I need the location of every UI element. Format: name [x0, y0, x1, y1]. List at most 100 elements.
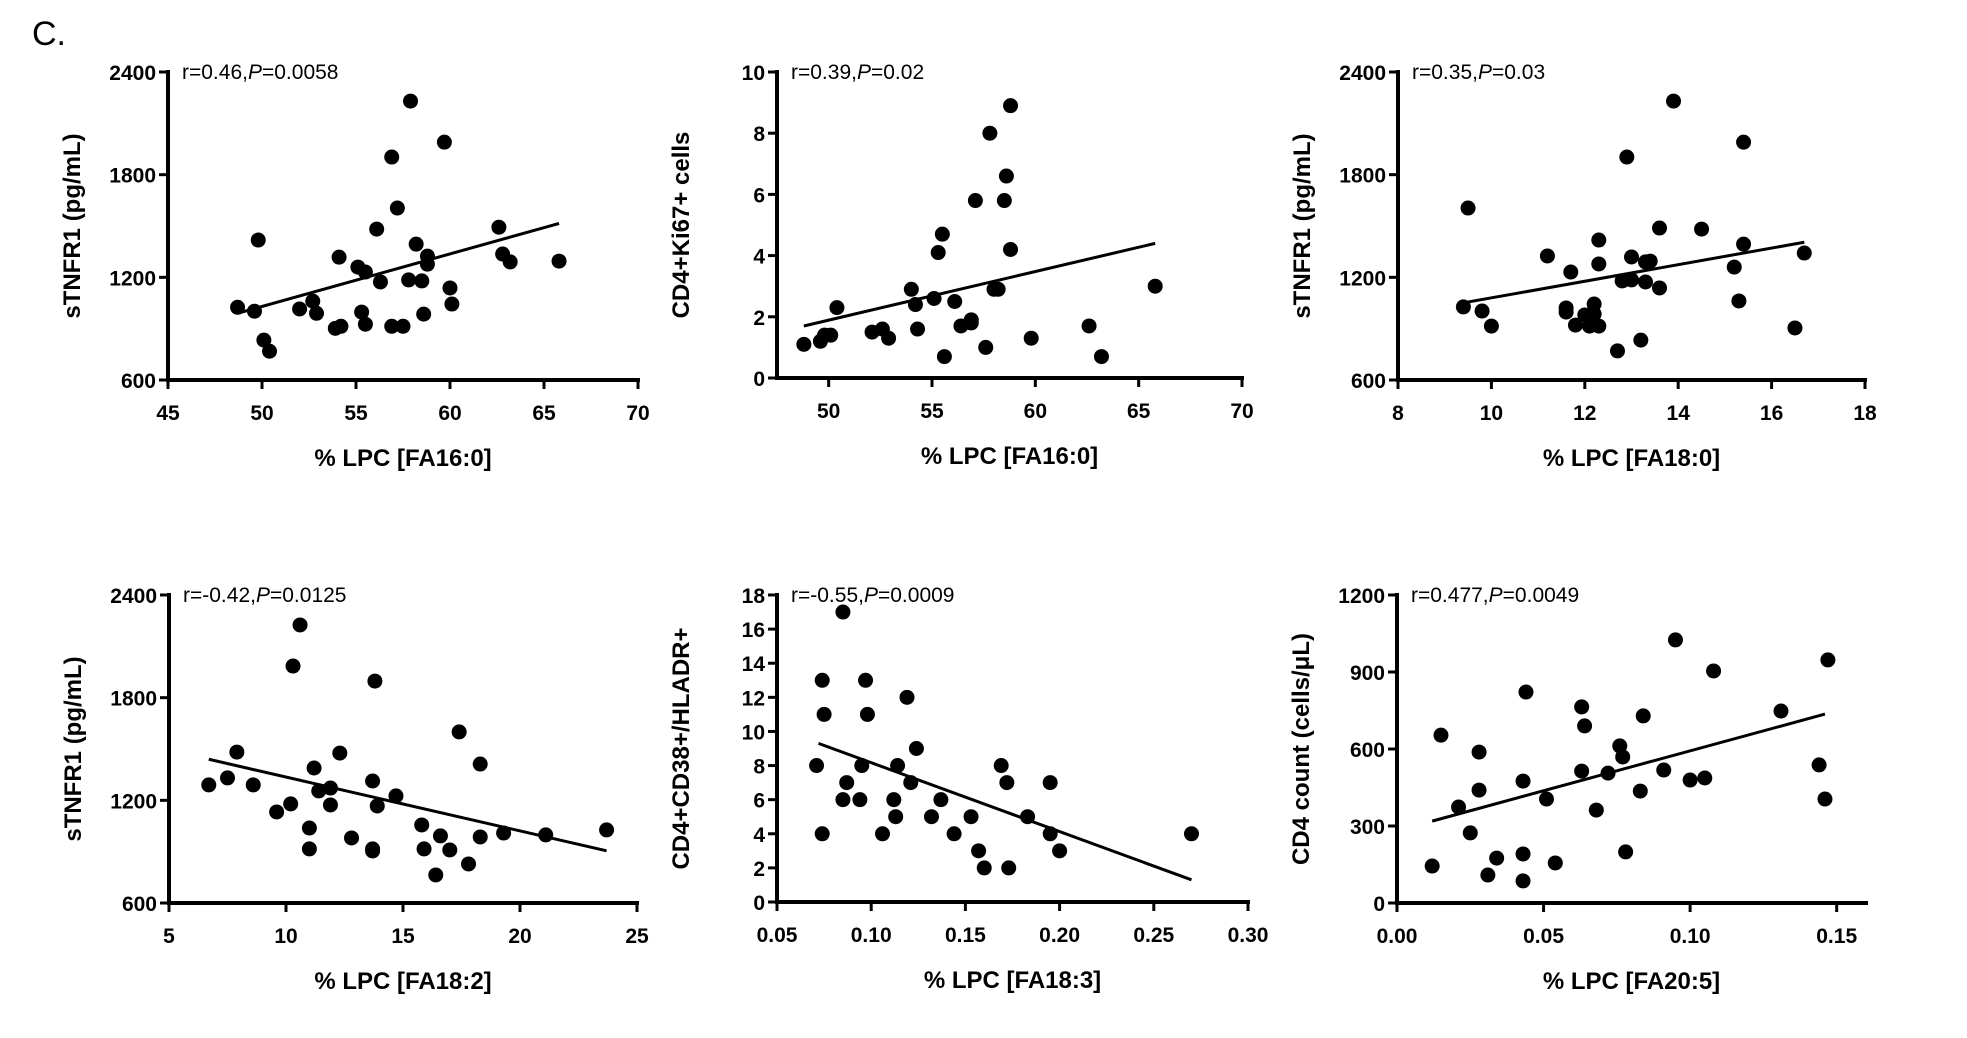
- data-point: [1003, 241, 1019, 257]
- data-point: [301, 841, 317, 857]
- x-tick-label: 50: [817, 400, 840, 423]
- data-point: [1052, 843, 1068, 859]
- r-value: r=0.46,: [182, 61, 248, 84]
- data-point: [1635, 708, 1651, 724]
- data-point: [416, 841, 432, 857]
- data-point: [332, 745, 348, 761]
- data-point: [1462, 825, 1478, 841]
- y-axis-title: sTNFR1 (pg/mL): [60, 656, 87, 841]
- data-point: [1455, 299, 1471, 315]
- data-point: [436, 134, 452, 150]
- data-point: [538, 827, 554, 843]
- regression-line: [817, 741, 1192, 882]
- x-tick-label: 0.10: [1670, 925, 1711, 948]
- data-point: [1652, 220, 1668, 236]
- data-point: [1042, 775, 1058, 791]
- regression-line: [1463, 240, 1805, 305]
- data-point: [365, 841, 381, 857]
- x-tick-label: 60: [438, 402, 461, 425]
- data-point: [1619, 149, 1635, 165]
- p-symbol: P: [857, 61, 871, 84]
- data-point: [993, 758, 1009, 774]
- scatter-panel-4: 600 1200 1800 2400 5 10 15 20 25 % LPC [FA18:2] sT…: [60, 584, 649, 995]
- x-axis-title: % LPC [FA20:5]: [1543, 968, 1720, 995]
- data-point: [1731, 293, 1747, 309]
- data-point: [835, 792, 851, 808]
- data-point: [1023, 330, 1039, 346]
- y-tick-label: 1200: [110, 790, 157, 813]
- data-point: [401, 272, 417, 288]
- x-axis-title: % LPC [FA16:0]: [314, 445, 491, 472]
- data-point: [1539, 248, 1555, 264]
- y-tick-label: 300: [1350, 816, 1385, 839]
- data-point: [1093, 349, 1109, 365]
- data-point: [1001, 860, 1017, 876]
- y-tick-label: 1800: [109, 165, 156, 188]
- data-point: [1081, 318, 1097, 334]
- y-tick-label: 16: [742, 619, 765, 642]
- scatter-panel-5: 0 2 4 6 8 10 12 14 16 18 0.05 0.10 0.15 0.20 0.25 0.30%…: [668, 584, 1268, 994]
- x-tick-label: 5: [163, 925, 175, 948]
- y-axis-title: CD4 count (cells/μL): [1288, 633, 1315, 865]
- p-symbol: P: [864, 584, 878, 607]
- data-point: [403, 93, 419, 109]
- data-point: [1817, 791, 1833, 807]
- data-point: [311, 783, 327, 799]
- y-axis-title: CD4+Ki67+ cells: [668, 132, 695, 319]
- data-point: [322, 797, 338, 813]
- data-point: [472, 829, 488, 845]
- data-point: [322, 780, 338, 796]
- y-tick-label: 6: [753, 184, 765, 207]
- p-symbol: P: [256, 584, 270, 607]
- p-symbol: P: [1478, 61, 1492, 84]
- data-point: [1736, 236, 1752, 252]
- data-point: [229, 744, 245, 760]
- x-tick-label: 16: [1760, 402, 1783, 425]
- data-point: [816, 706, 832, 722]
- data-point: [414, 817, 430, 833]
- data-point: [292, 301, 308, 317]
- y-tick-label: 6: [753, 790, 765, 813]
- x-tick-label: 0.15: [945, 924, 986, 947]
- x-tick-label: 60: [1024, 400, 1047, 423]
- x-tick-label: 65: [1127, 400, 1151, 423]
- p-value: =0.0009: [878, 584, 955, 607]
- y-tick-label: 1800: [1339, 165, 1386, 188]
- data-point: [1020, 809, 1036, 825]
- x-tick-label: 15: [391, 925, 415, 948]
- data-point: [250, 232, 266, 248]
- x-tick-label: 0.00: [1377, 925, 1418, 948]
- data-point: [1642, 253, 1658, 269]
- data-point: [331, 249, 347, 265]
- data-point: [472, 756, 488, 772]
- y-tick-label: 12: [742, 687, 765, 710]
- data-point: [306, 760, 322, 776]
- y-tick-label: 0: [753, 368, 765, 391]
- data-point: [301, 820, 317, 836]
- data-point: [1183, 826, 1199, 842]
- data-point: [936, 349, 952, 365]
- y-tick-label: 2400: [1339, 62, 1386, 85]
- x-tick-label: 0.05: [757, 924, 798, 947]
- data-point: [496, 825, 512, 841]
- x-tick-label: 55: [344, 402, 368, 425]
- data-point: [1694, 221, 1710, 237]
- p-value: =0.03: [1492, 61, 1545, 84]
- data-point: [933, 792, 949, 808]
- data-point: [551, 253, 567, 269]
- data-point: [1796, 245, 1812, 261]
- regression-line: [237, 221, 560, 315]
- data-point: [384, 149, 400, 165]
- data-point: [372, 274, 388, 290]
- y-tick-label: 2: [753, 858, 765, 881]
- data-point: [990, 281, 1006, 297]
- y-tick-label: 600: [1350, 739, 1385, 762]
- data-point: [333, 318, 349, 334]
- data-point: [1474, 303, 1490, 319]
- data-point: [451, 724, 467, 740]
- data-point: [852, 792, 868, 808]
- data-point: [1515, 873, 1531, 889]
- y-axis-title: sTNFR1 (pg/mL): [1289, 133, 1316, 318]
- data-point: [890, 758, 906, 774]
- x-tick-label: 20: [508, 925, 531, 948]
